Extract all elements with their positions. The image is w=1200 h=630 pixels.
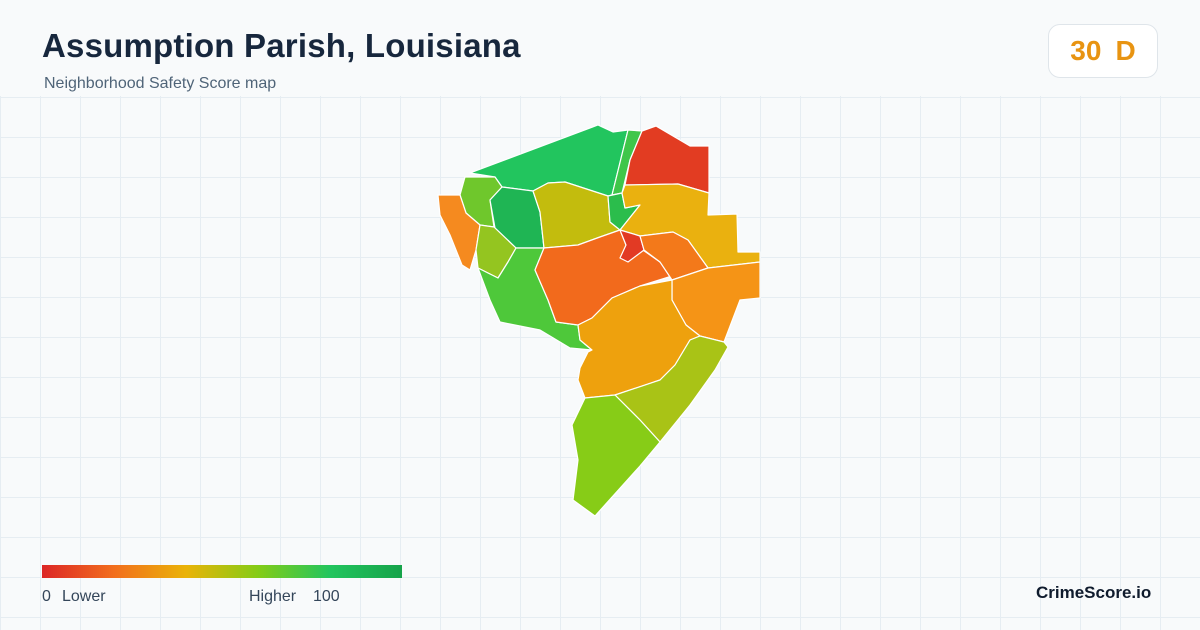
legend-color-bar bbox=[42, 565, 402, 578]
region-southern-tip[interactable] bbox=[571, 394, 661, 517]
legend-max-value: 100 bbox=[313, 588, 340, 605]
score-grade: D bbox=[1115, 35, 1136, 66]
legend-max-label: Higher bbox=[249, 588, 297, 605]
legend-min-label: Lower bbox=[62, 588, 106, 605]
region-northeast-strip[interactable] bbox=[611, 129, 643, 196]
legend-min-value: 0 bbox=[42, 588, 51, 605]
safety-score-card: 30 D bbox=[1048, 24, 1158, 78]
page-title: Assumption Parish, Louisiana bbox=[42, 27, 521, 64]
score-value: 30 bbox=[1070, 35, 1102, 66]
region-western-edge[interactable] bbox=[437, 194, 481, 271]
page-subtitle: Neighborhood Safety Score map bbox=[44, 75, 277, 92]
region-southeast[interactable] bbox=[614, 335, 729, 443]
header bbox=[0, 0, 1200, 96]
brand-logo[interactable]: CrimeScore.io bbox=[1036, 583, 1152, 602]
